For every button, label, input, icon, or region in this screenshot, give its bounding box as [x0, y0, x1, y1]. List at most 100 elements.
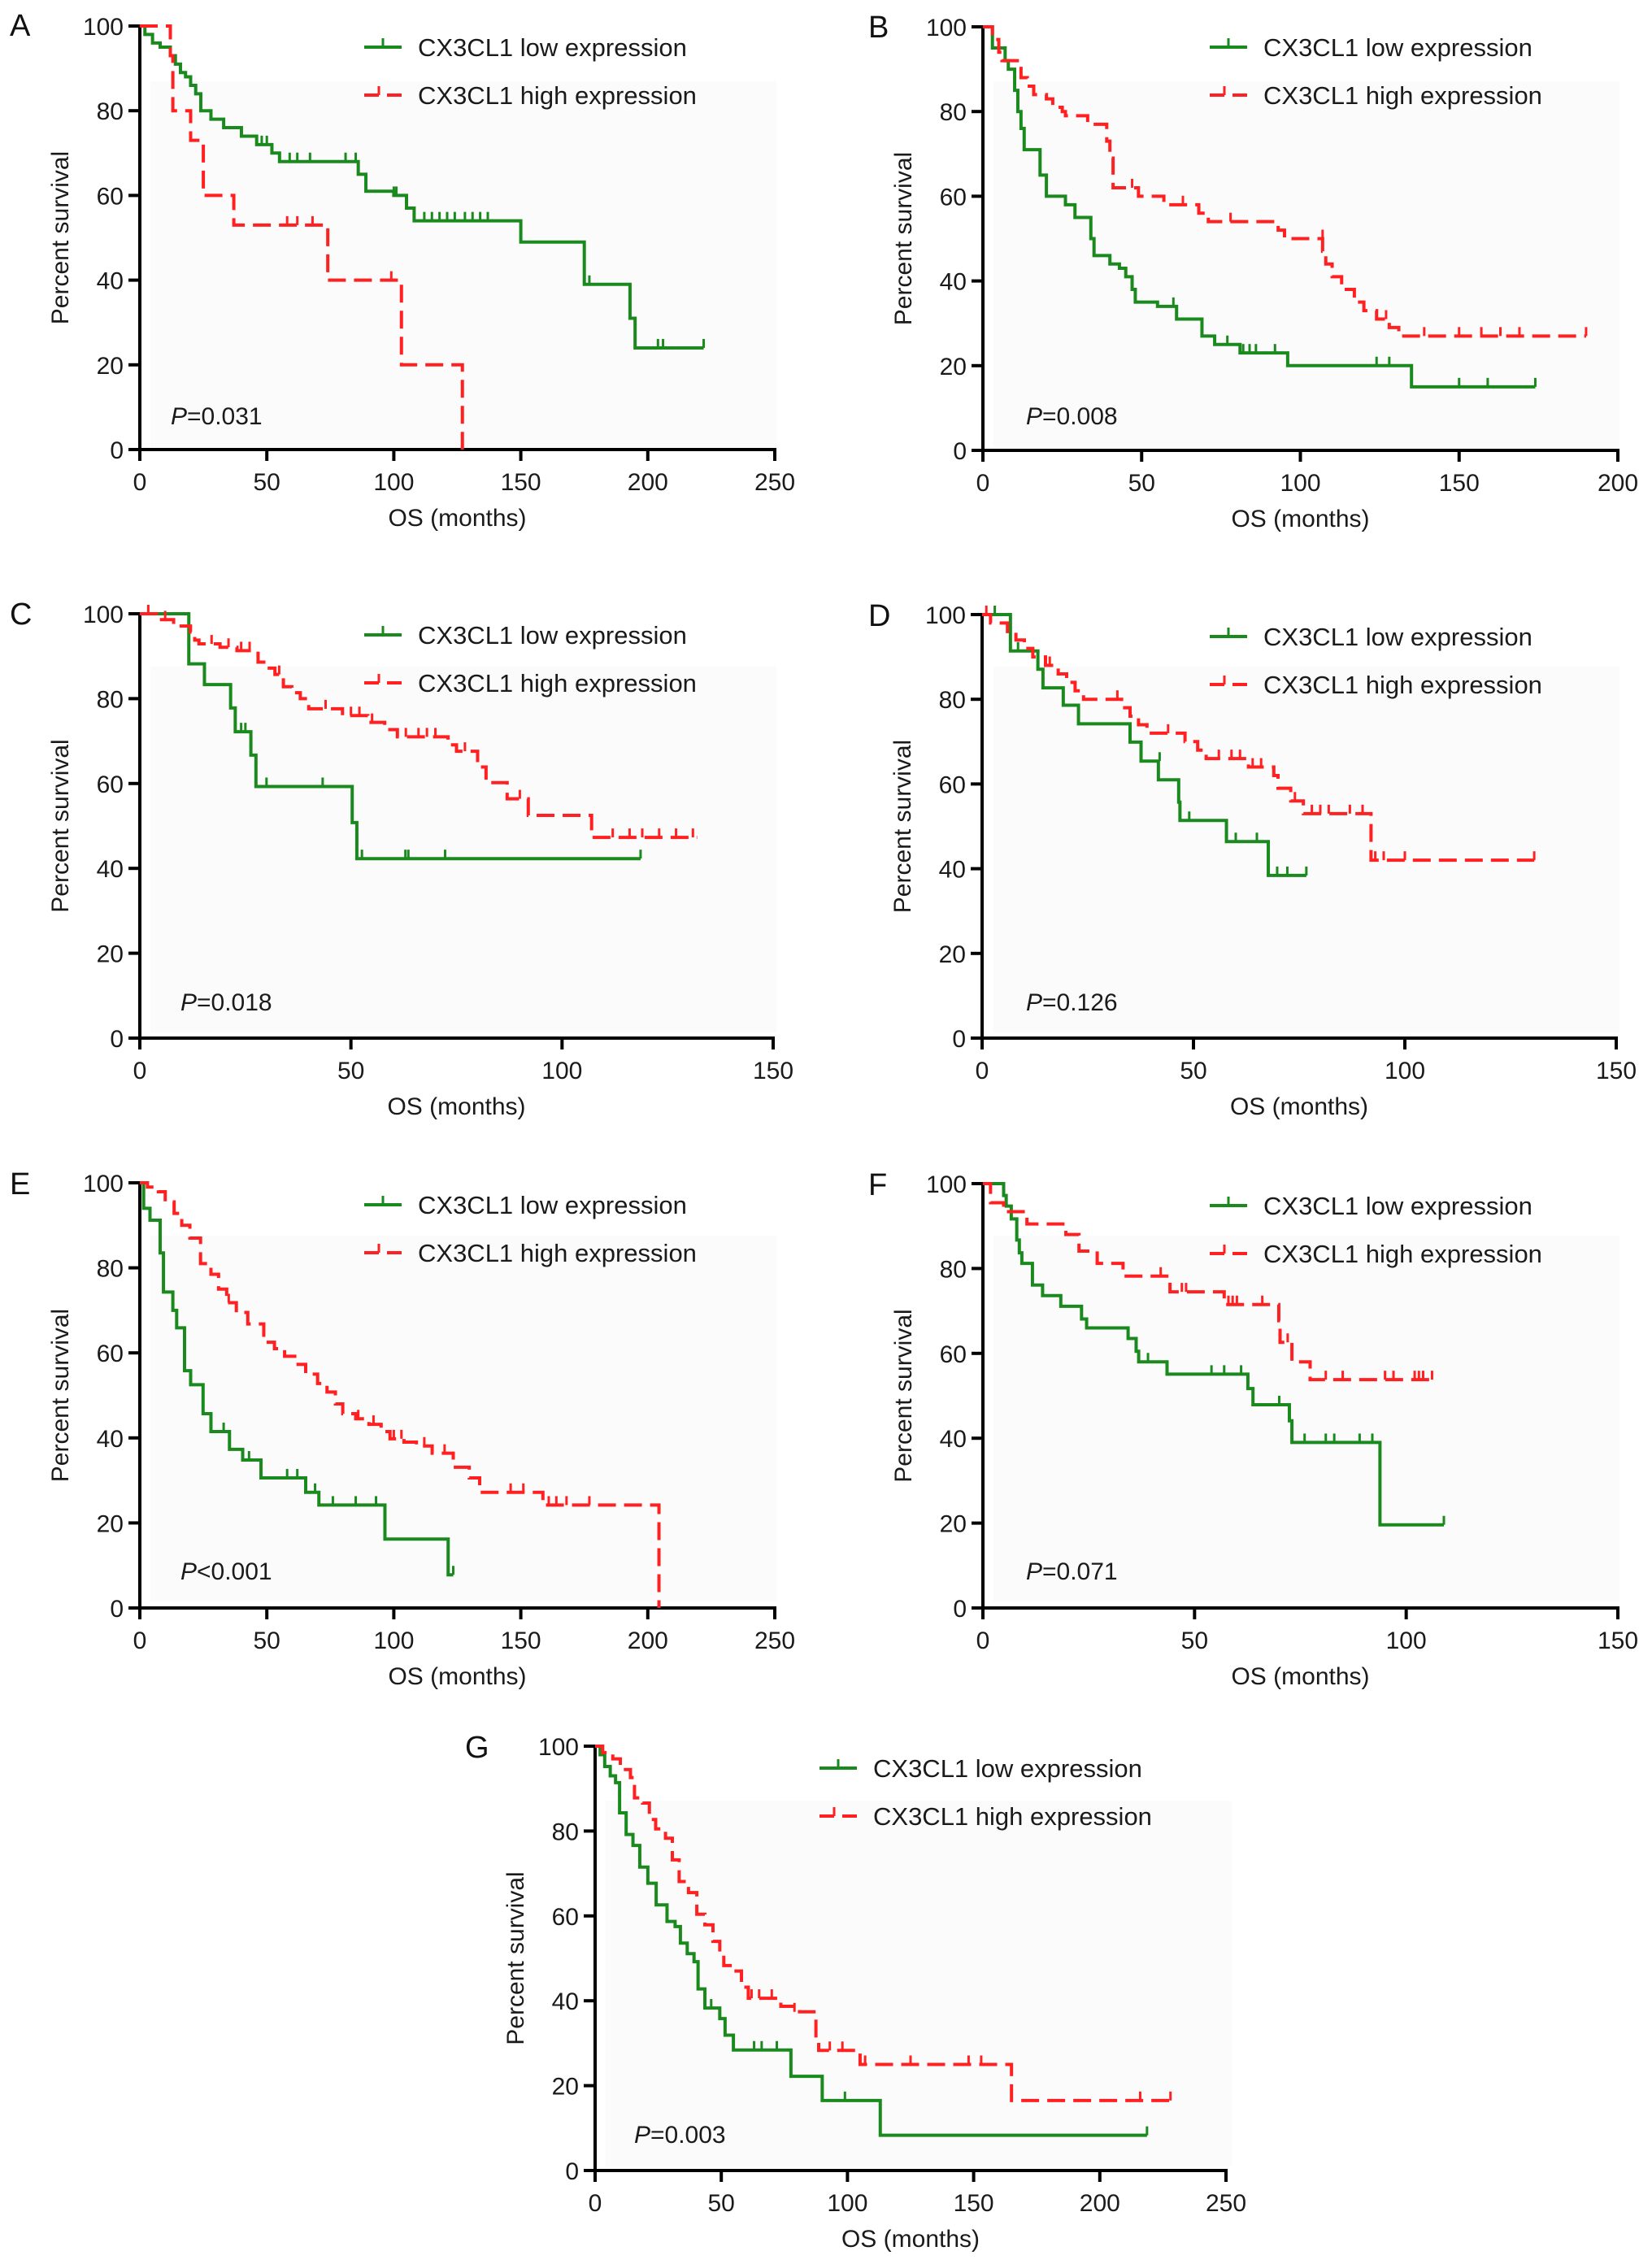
y-axis-title: Percent survival: [502, 1871, 529, 2045]
survival-curve-high: [595, 1745, 1171, 2102]
legend-item-high: CX3CL1 high expression: [819, 1802, 1152, 1831]
x-tick-label: 150: [501, 469, 541, 496]
plot-background: [606, 1801, 1232, 2166]
legend-item-low: CX3CL1 low expression: [819, 1754, 1142, 1783]
panel-f: F 0 20 40 60 80 100 0 50 100 150 OS (months) Percent…: [868, 1168, 1638, 1690]
legend-label-low: CX3CL1 low expression: [1263, 33, 1532, 62]
y-tick-label: 40: [97, 1426, 124, 1453]
series-low: [140, 1181, 455, 1577]
y-tick-label: 100: [926, 1171, 967, 1198]
panel-c: C 0 20 40 60 80 100 0 50 100 150 OS (months) Percent…: [10, 598, 793, 1120]
x-tick-label: 250: [754, 469, 795, 496]
x-tick-label: 50: [1180, 1058, 1206, 1084]
x-tick-label: 50: [254, 469, 280, 496]
p-value-text: =0.003: [650, 2122, 726, 2149]
x-axis-title: OS (months): [1231, 1663, 1369, 1690]
y-tick-label: 60: [939, 771, 966, 798]
x-tick-label: 100: [541, 1058, 582, 1084]
y-tick-label: 20: [97, 1510, 124, 1537]
legend-label-low: CX3CL1 low expression: [1263, 1192, 1532, 1220]
y-tick-label: 0: [110, 437, 124, 464]
legend-item-high: CX3CL1 high expression: [1210, 1240, 1542, 1268]
y-tick-label: 60: [97, 183, 124, 210]
y-tick-label: 0: [110, 1026, 124, 1053]
survival-curve-high: [983, 1182, 1432, 1382]
x-tick-label: 50: [254, 1627, 280, 1654]
x-tick-label: 100: [1280, 470, 1320, 497]
series-high: [595, 1745, 1172, 2102]
legend-item-low: CX3CL1 low expression: [364, 621, 687, 650]
legend-item-high: CX3CL1 high expression: [1210, 81, 1542, 110]
y-tick-label: 40: [97, 268, 124, 295]
legend-item-low: CX3CL1 low expression: [364, 1191, 687, 1219]
plot-background: [993, 667, 1619, 1032]
legend-label-high: CX3CL1 high expression: [1263, 671, 1542, 699]
legend-label-low: CX3CL1 low expression: [418, 1191, 687, 1219]
series-high: [140, 605, 698, 840]
legend-item-low: CX3CL1 low expression: [1210, 623, 1532, 651]
legend-label-high: CX3CL1 high expression: [418, 1239, 697, 1267]
x-tick-label: 150: [1439, 470, 1480, 497]
panel-letter: F: [868, 1168, 887, 1202]
panel-letter: G: [465, 1731, 489, 1765]
x-tick-label: 100: [373, 1627, 414, 1654]
x-tick-label: 50: [1181, 1627, 1208, 1654]
y-tick-label: 60: [552, 1904, 579, 1931]
y-tick-label: 60: [97, 771, 124, 798]
y-tick-label: 40: [940, 1426, 967, 1453]
panel-g: G 0 20 40 60 80 100 0 50 100 150 200 250 OS (months) P…: [465, 1731, 1246, 2253]
panel-letter: A: [10, 9, 31, 43]
p-value: P=0.071: [1026, 1558, 1118, 1585]
series-high: [983, 1182, 1433, 1382]
legend-item-high: CX3CL1 high expression: [364, 669, 697, 697]
x-tick-label: 0: [976, 1058, 989, 1084]
panel-d: D 0 20 40 60 80 100 0 50 100 150 OS (months) Percent…: [868, 599, 1637, 1120]
panel-e: E 0 20 40 60 80 100 0 50 100 150 200 250 OS (months) P…: [10, 1167, 795, 1690]
legend: CX3CL1 low expression CX3CL1 high express…: [364, 1191, 697, 1267]
plot-background: [993, 81, 1619, 447]
p-value-text: =0.031: [187, 403, 263, 430]
y-axis-title: Percent survival: [47, 739, 74, 912]
legend-label-high: CX3CL1 high expression: [418, 81, 697, 110]
p-value-text: =0.018: [197, 989, 272, 1016]
survival-curve-low: [595, 1745, 1147, 2137]
legend-item-low: CX3CL1 low expression: [1210, 1192, 1532, 1220]
survival-curve-low: [983, 25, 1536, 389]
p-value-text: =0.126: [1042, 989, 1118, 1016]
legend-label-low: CX3CL1 low expression: [418, 621, 687, 650]
y-tick-label: 20: [939, 941, 966, 968]
y-axis-title: Percent survival: [47, 151, 74, 324]
y-tick-label: 60: [940, 184, 967, 211]
survival-curve-high: [140, 612, 698, 840]
y-tick-label: 100: [83, 602, 124, 628]
y-tick-label: 100: [83, 14, 124, 41]
y-tick-label: 80: [552, 1819, 579, 1845]
series-high: [140, 24, 464, 450]
p-symbol: P: [171, 403, 187, 430]
legend-label-high: CX3CL1 high expression: [418, 669, 697, 697]
panel-letter: E: [10, 1167, 30, 1202]
x-tick-label: 200: [628, 469, 668, 496]
x-tick-label: 200: [628, 1627, 668, 1654]
y-axis-title: Percent survival: [47, 1309, 74, 1482]
p-value: P=0.126: [1026, 989, 1118, 1016]
x-tick-label: 0: [589, 2190, 602, 2217]
x-tick-label: 250: [754, 1627, 795, 1654]
y-tick-label: 0: [952, 1026, 966, 1053]
y-tick-label: 0: [953, 1596, 967, 1623]
p-value: P<0.001: [180, 1558, 272, 1585]
x-tick-label: 0: [133, 1627, 147, 1654]
survival-curve-high: [140, 24, 464, 450]
legend-label-high: CX3CL1 high expression: [1263, 1240, 1542, 1268]
x-axis-title: OS (months): [388, 1663, 526, 1690]
series-high: [983, 25, 1588, 338]
y-tick-label: 20: [940, 1511, 967, 1538]
legend-label-low: CX3CL1 low expression: [873, 1754, 1142, 1783]
series-low: [140, 612, 642, 861]
y-tick-label: 80: [940, 1256, 967, 1283]
survival-curve-high: [982, 613, 1535, 863]
x-tick-label: 150: [954, 2190, 994, 2217]
p-value: P=0.018: [180, 989, 272, 1016]
legend-item-high: CX3CL1 high expression: [364, 1239, 697, 1267]
